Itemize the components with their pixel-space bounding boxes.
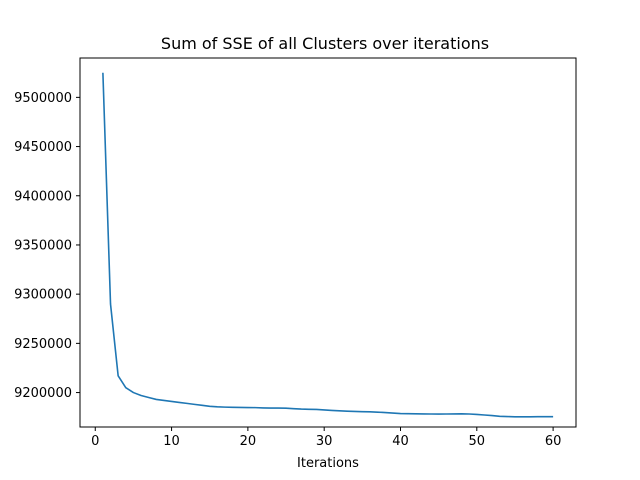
- data-point: [247, 407, 249, 409]
- y-tick-label: 9250000: [14, 337, 72, 352]
- data-point: [255, 407, 257, 409]
- data-point: [362, 411, 364, 413]
- y-tick-label: 9400000: [14, 189, 72, 204]
- data-point: [224, 406, 226, 408]
- y-tick-label: 9500000: [14, 91, 72, 106]
- data-point: [156, 399, 158, 401]
- series-line: [102, 72, 554, 418]
- data-point: [125, 387, 127, 389]
- data-point: [323, 409, 325, 411]
- data-point: [507, 416, 509, 418]
- plot-area: [80, 58, 576, 427]
- data-point: [300, 408, 302, 410]
- data-point: [262, 407, 264, 409]
- data-point: [163, 400, 165, 402]
- data-point: [331, 410, 333, 412]
- data-point: [339, 410, 341, 412]
- x-axis: 0 10 20 30 40 50 60: [91, 427, 561, 449]
- data-point: [445, 413, 447, 415]
- series-layer: [102, 72, 554, 418]
- data-point: [148, 397, 150, 399]
- data-point: [415, 413, 417, 415]
- x-tick-label: 20: [240, 434, 257, 449]
- data-point: [201, 405, 203, 407]
- data-point: [178, 402, 180, 404]
- data-point: [499, 415, 501, 417]
- data-point: [438, 413, 440, 415]
- data-point: [194, 404, 196, 406]
- data-point: [484, 414, 486, 416]
- data-point: [491, 415, 493, 417]
- x-tick-label: 30: [316, 434, 333, 449]
- plot-frame: [79, 57, 577, 428]
- data-point: [430, 413, 432, 415]
- data-point: [400, 413, 402, 415]
- data-point: [369, 411, 371, 413]
- data-point: [316, 409, 318, 411]
- data-point: [110, 303, 112, 305]
- data-point: [423, 413, 425, 415]
- x-tick-label: 50: [469, 434, 486, 449]
- y-tick-label: 9300000: [14, 288, 72, 303]
- data-point: [133, 392, 135, 394]
- data-point: [293, 408, 295, 410]
- data-point: [270, 407, 272, 409]
- data-point: [476, 414, 478, 416]
- y-tick-label: 9200000: [14, 386, 72, 401]
- data-point: [217, 406, 219, 408]
- data-point: [278, 407, 280, 409]
- chart-title: Sum of SSE of all Clusters over iteratio…: [161, 34, 489, 53]
- data-point: [384, 412, 386, 414]
- data-point: [232, 407, 234, 409]
- data-point: [545, 416, 547, 418]
- x-tick-label: 40: [392, 434, 409, 449]
- x-tick-label: 10: [163, 434, 180, 449]
- data-point: [468, 413, 470, 415]
- data-point: [392, 412, 394, 414]
- data-point: [308, 408, 310, 410]
- data-point: [514, 416, 516, 418]
- data-point: [239, 407, 241, 409]
- data-point: [552, 416, 554, 418]
- data-point: [140, 395, 142, 397]
- data-point: [529, 416, 531, 418]
- data-point: [407, 413, 409, 415]
- data-point: [102, 72, 104, 74]
- data-point: [186, 403, 188, 405]
- data-point: [354, 411, 356, 413]
- data-point: [537, 416, 539, 418]
- data-point: [377, 411, 379, 413]
- y-tick-label: 9450000: [14, 140, 72, 155]
- data-point: [453, 413, 455, 415]
- data-point: [346, 410, 348, 412]
- data-point: [461, 413, 463, 415]
- data-point: [117, 375, 119, 377]
- x-tick-label: 0: [91, 434, 99, 449]
- data-point: [209, 406, 211, 408]
- data-point: [522, 416, 524, 418]
- y-axis: 9200000 9250000 9300000 9350000 9400000 94500…: [14, 91, 80, 401]
- data-point: [171, 401, 173, 403]
- x-axis-label: Iterations: [297, 456, 359, 471]
- y-tick-label: 9350000: [14, 238, 72, 253]
- x-tick-label: 60: [545, 434, 562, 449]
- data-point: [285, 407, 287, 409]
